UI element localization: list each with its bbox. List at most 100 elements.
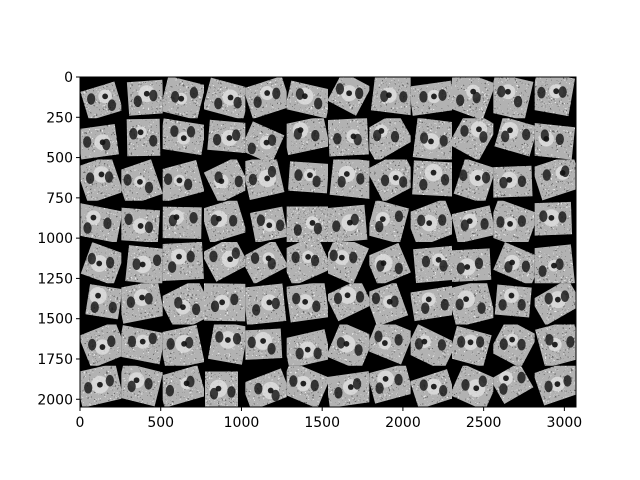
mri-slice-tile xyxy=(246,374,287,405)
y-tick-label: 2000 xyxy=(37,392,73,408)
mri-slice-tile xyxy=(87,286,121,317)
mri-slice-tile xyxy=(204,283,246,321)
mri-slice-tile xyxy=(252,209,286,241)
mri-slice-tile xyxy=(162,207,202,239)
y-tick-label: 1750 xyxy=(37,352,73,368)
mri-slice-tile xyxy=(162,370,202,403)
y-tick-label: 250 xyxy=(46,110,73,126)
mri-slice-tile xyxy=(204,203,243,239)
mri-slice-tile xyxy=(121,366,160,402)
mri-slice-tile xyxy=(493,166,532,197)
mri-slice-tile xyxy=(328,374,370,405)
mri-slice-tile xyxy=(410,331,451,365)
mri-slice-tile xyxy=(452,330,488,363)
mri-slice-tile xyxy=(333,77,366,110)
mri-slice-tile xyxy=(536,159,577,195)
mri-slice-tile xyxy=(80,206,120,240)
x-tick-label: 2000 xyxy=(385,415,421,431)
mri-slice-tile xyxy=(83,327,122,363)
mri-slice-tile xyxy=(81,160,118,199)
mri-slice-tile xyxy=(162,243,203,280)
mri-slice-tile xyxy=(414,247,452,282)
mri-slice-tiles xyxy=(80,77,577,407)
mri-slice-tile xyxy=(206,82,246,116)
x-tick-label: 3000 xyxy=(547,415,583,431)
mri-slice-tile xyxy=(411,83,452,113)
mri-slice-tile xyxy=(328,242,363,279)
y-tick-label: 750 xyxy=(46,191,73,207)
mri-slice-tile xyxy=(286,242,326,280)
mri-slice-tile xyxy=(371,248,406,281)
mri-slice-tile xyxy=(496,286,531,316)
mri-slice-tile xyxy=(286,206,328,242)
mri-slice-tile xyxy=(534,125,574,158)
mri-slice-tile xyxy=(121,209,159,242)
mri-slice-tile xyxy=(211,324,246,362)
mri-slice-tile xyxy=(330,284,367,316)
mri-slice-tile xyxy=(539,324,577,364)
mri-slice-tile xyxy=(536,285,577,319)
mri-slice-tile xyxy=(162,328,201,366)
mri-slice-tile xyxy=(455,118,491,155)
mri-slice-tile xyxy=(121,328,163,361)
mri-slice-tile xyxy=(286,333,328,365)
mri-slice-tile xyxy=(246,246,283,278)
mri-slice-tile xyxy=(208,121,246,152)
y-tick-label: 1250 xyxy=(37,271,73,287)
mri-slice-tile xyxy=(209,162,245,198)
mri-slice-tile xyxy=(452,77,490,114)
mri-slice-tile xyxy=(163,80,202,116)
mri-slice-tile xyxy=(288,284,327,320)
mri-slice-tile xyxy=(534,202,572,236)
mri-slice-tile xyxy=(534,77,572,113)
mri-slice-tile xyxy=(205,371,238,407)
x-tick-label: 2500 xyxy=(466,415,502,431)
mri-slice-tile xyxy=(414,374,452,405)
mri-slice-tile xyxy=(245,159,281,196)
mri-slice-tile xyxy=(121,284,162,320)
mri-slice-tile xyxy=(286,368,325,403)
mri-slice-tile xyxy=(166,286,205,325)
mri-slice-tile xyxy=(207,242,243,276)
mri-slice-tile xyxy=(455,370,493,405)
mri-slice-tile xyxy=(127,119,160,156)
mri-slice-tile xyxy=(415,120,452,160)
mri-slice-tile xyxy=(84,86,120,116)
mri-slice-tile xyxy=(245,285,285,323)
mri-slice-tile xyxy=(288,84,328,115)
mri-slice-tile xyxy=(498,120,535,152)
mri-slice-tile xyxy=(328,119,368,156)
y-tick-label: 1000 xyxy=(37,231,73,247)
mri-slice-tile xyxy=(332,327,369,365)
mri-slice-tile xyxy=(493,205,534,242)
mri-slice-tile xyxy=(498,248,535,280)
image-plot-area xyxy=(80,77,577,407)
mri-slice-tile xyxy=(371,324,409,359)
mri-slice-tile xyxy=(496,325,532,362)
mri-slice-tile xyxy=(245,329,281,359)
mri-slice-tile xyxy=(80,367,120,404)
x-tick-label: 1000 xyxy=(224,415,260,431)
mri-slice-tile xyxy=(493,77,530,117)
y-tick-label: 500 xyxy=(46,151,73,167)
mri-slice-tile xyxy=(127,247,163,283)
y-tick-label: 0 xyxy=(64,70,73,86)
axes-frame xyxy=(79,76,577,408)
y-tick-label: 1500 xyxy=(37,312,73,328)
mri-slice-tile xyxy=(369,119,407,155)
mri-slice-tile xyxy=(247,81,287,114)
mri-slice-tile xyxy=(121,164,158,201)
mri-slice-tile xyxy=(80,126,117,157)
mri-slice-tile xyxy=(534,246,573,284)
mri-slice-tile xyxy=(369,286,403,322)
x-tick-label: 0 xyxy=(76,415,85,431)
mri-slice-tile xyxy=(162,164,201,198)
mri-slice-tile xyxy=(412,288,452,318)
mri-slice-tile xyxy=(452,283,492,323)
mri-slice-tile xyxy=(85,247,120,281)
mri-slice-tile xyxy=(128,81,163,115)
x-tick-label: 1500 xyxy=(304,415,340,431)
mri-slice-tile xyxy=(245,126,279,159)
mri-slice-tile xyxy=(372,159,411,196)
mri-slice-tile xyxy=(495,368,528,398)
